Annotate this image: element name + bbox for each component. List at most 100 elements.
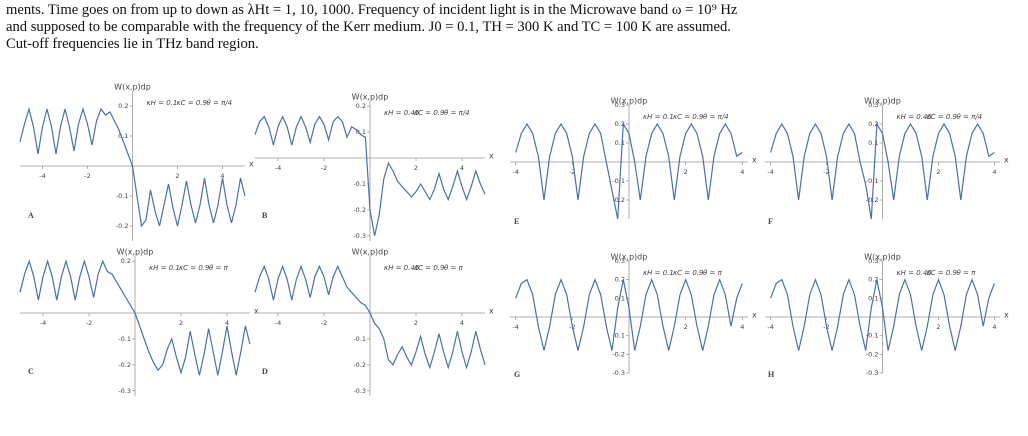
parameter: κH = 0.1: [643, 113, 674, 121]
y-tick-label: 0.2: [121, 257, 131, 265]
x-axis-title: x: [1004, 311, 1009, 320]
x-tick-label: -2: [321, 164, 327, 172]
y-tick-label: -0.1: [866, 332, 879, 340]
y-axis-title: W(x,p)dp: [611, 97, 648, 106]
parameter: κH = 0.45: [384, 264, 420, 272]
y-tick-label: -0.1: [353, 180, 366, 188]
x-tick-label: 2: [179, 319, 183, 327]
parameter: θ = π/4: [444, 109, 470, 117]
y-tick-label: 0.2: [356, 102, 366, 110]
parameter: κC = 0.9: [927, 269, 958, 277]
x-tick-label: 2: [684, 323, 688, 331]
x-tick-label: -4: [767, 168, 773, 176]
y-axis-title: W(x,p)dp: [352, 93, 389, 102]
x-tick-label: -2: [569, 168, 575, 176]
x-tick-label: 2: [175, 172, 179, 180]
parameter: θ = π/4: [957, 113, 983, 121]
x-tick-label: -4: [512, 323, 518, 331]
y-tick-label: 0.3: [868, 257, 878, 265]
panel-label: C: [28, 367, 34, 376]
y-tick-label: 0.3: [868, 101, 878, 109]
curve: [254, 264, 486, 370]
parameter: κH = 0.1: [643, 269, 674, 277]
x-tick-label: 4: [460, 164, 464, 172]
parameter: κC = 0.9: [673, 113, 704, 121]
x-tick-label: 2: [936, 323, 940, 331]
x-tick-label: 4: [460, 319, 464, 327]
y-tick-label: 0.1: [868, 139, 878, 147]
y-tick-label: -0.1: [866, 177, 879, 185]
parameter: κC = 0.9: [673, 269, 704, 277]
x-tick-label: 2: [684, 168, 688, 176]
y-axis-title: W(x,p)dp: [352, 248, 389, 257]
y-tick-label: 0.3: [615, 101, 625, 109]
y-axis-title: W(x,p)dp: [864, 97, 901, 106]
parameter: κH = 0.45: [897, 269, 933, 277]
y-tick-label: 0.2: [615, 120, 625, 128]
y-axis-title: W(x,p)dp: [864, 253, 901, 262]
parameter: κH = 0.1: [147, 99, 178, 107]
y-tick-label: 0.2: [615, 276, 625, 284]
y-tick-label: 0.2: [868, 120, 878, 128]
x-tick-label: 4: [220, 172, 224, 180]
curve: [515, 278, 743, 351]
parameter: κC = 0.9: [414, 264, 445, 272]
parameter: κH = 0.45: [897, 113, 933, 121]
parameter: κH = 0.1: [149, 264, 180, 272]
y-tick-label: -0.3: [353, 387, 366, 395]
text-line: ments. Time goes on from up to down as λ…: [6, 2, 738, 18]
y-tick-label: -0.1: [118, 335, 131, 343]
text-line: Cut-off frequencies lie in THz band regi…: [6, 36, 259, 52]
curve: [19, 106, 246, 228]
curve: [254, 115, 486, 236]
panel-label: A: [28, 211, 34, 220]
parameter: θ = π: [703, 269, 723, 277]
x-tick-label: 2: [936, 168, 940, 176]
x-tick-label: 4: [740, 323, 744, 331]
x-tick-label: 4: [740, 168, 744, 176]
curve: [770, 121, 995, 220]
parameter: θ = π/4: [207, 99, 233, 107]
parameter: θ = π: [957, 269, 977, 277]
x-tick-label: 2: [414, 164, 418, 172]
x-tick-label: 4: [992, 168, 996, 176]
y-tick-label: -0.2: [866, 350, 879, 358]
panel-label: G: [514, 370, 520, 379]
x-tick-label: -2: [86, 319, 92, 327]
y-tick-label: -0.1: [353, 335, 366, 343]
y-tick-label: -0.2: [612, 350, 625, 358]
x-tick-label: 2: [414, 319, 418, 327]
y-tick-label: -0.3: [118, 387, 131, 395]
x-axis-title: x: [254, 307, 259, 316]
y-tick-label: 0.1: [118, 132, 128, 140]
x-tick-label: -4: [39, 172, 45, 180]
x-axis-title: x: [249, 160, 254, 169]
parameter: κC = 0.9: [927, 113, 958, 121]
parameter: κC = 0.9: [177, 99, 208, 107]
curve: [19, 259, 251, 376]
parameter: κH = 0.45: [384, 109, 420, 117]
y-tick-label: -0.3: [612, 369, 625, 377]
text-line: and supposed to be comparable with the f…: [6, 19, 731, 35]
x-tick-label: 4: [992, 323, 996, 331]
parameter: κC = 0.9: [179, 264, 210, 272]
curve: [770, 277, 995, 351]
y-tick-label: 0.1: [615, 139, 625, 147]
parameter: θ = π/4: [703, 113, 729, 121]
x-tick-label: -4: [512, 168, 518, 176]
x-tick-label: -4: [275, 164, 281, 172]
y-tick-label: -0.3: [353, 232, 366, 240]
curve: [515, 122, 743, 220]
panel-label: D: [262, 367, 268, 376]
y-tick-label: -0.3: [866, 369, 879, 377]
x-tick-label: 4: [225, 319, 229, 327]
panel-label: E: [514, 217, 519, 226]
y-axis-title: W(x,p)dp: [114, 83, 151, 92]
x-tick-label: -4: [275, 319, 281, 327]
x-axis-title: x: [489, 152, 494, 161]
x-axis-title: x: [752, 311, 757, 320]
parameter: κC = 0.9: [414, 109, 445, 117]
x-tick-label: -4: [40, 319, 46, 327]
